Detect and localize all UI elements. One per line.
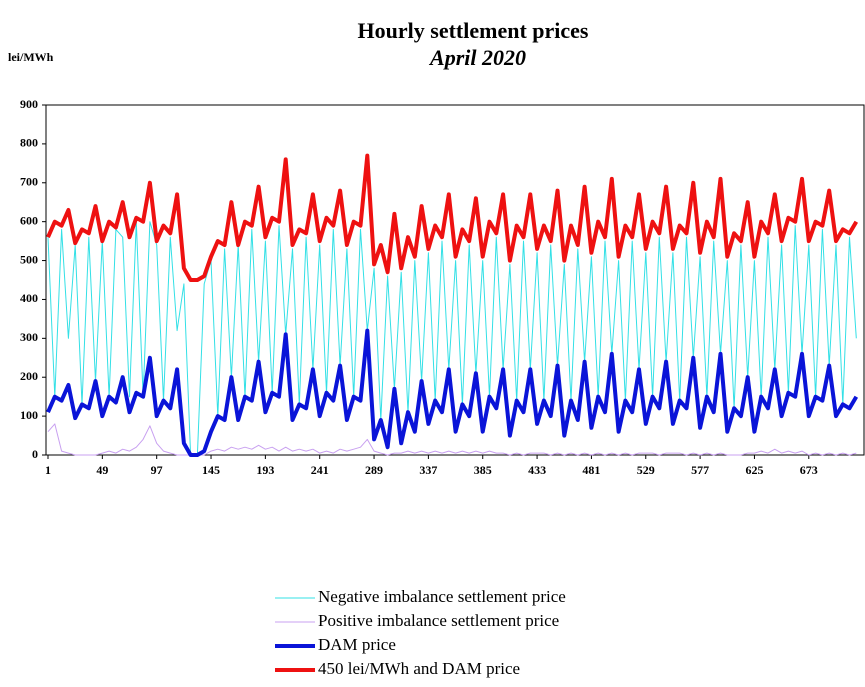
y-tick-label: 600 xyxy=(20,213,38,227)
y-tick-label: 900 xyxy=(20,97,38,111)
chart-title: Hourly settlement prices xyxy=(358,18,589,43)
y-tick-label: 800 xyxy=(20,136,38,150)
x-tick-label: 49 xyxy=(96,463,108,477)
legend-label: DAM price xyxy=(318,635,396,654)
x-tick-label: 97 xyxy=(151,463,163,477)
x-tick-label: 529 xyxy=(637,463,655,477)
series-line xyxy=(47,221,857,456)
y-tick-label: 0 xyxy=(32,447,38,461)
y-tick-label: 100 xyxy=(20,408,38,422)
y-tick-label: 400 xyxy=(20,291,38,305)
x-tick-label: 481 xyxy=(582,463,600,477)
plot-area xyxy=(45,104,865,456)
legend-label: Negative imbalance settlement price xyxy=(318,587,566,606)
legend-label: 450 lei/MWh and DAM price xyxy=(318,659,520,678)
x-tick-label: 145 xyxy=(202,463,220,477)
x-tick-label: 577 xyxy=(691,463,709,477)
x-tick-label: 433 xyxy=(528,463,546,477)
x-tick-label: 193 xyxy=(256,463,274,477)
legend-label: Positive imbalance settlement price xyxy=(318,611,559,630)
x-tick-label: 1 xyxy=(45,463,51,477)
y-tick-label: 200 xyxy=(20,369,38,383)
y-tick-label: 500 xyxy=(20,252,38,266)
x-tick-label: 625 xyxy=(745,463,763,477)
x-tick-label: 241 xyxy=(311,463,329,477)
x-tick-label: 385 xyxy=(474,463,492,477)
x-tick-label: 337 xyxy=(419,463,437,477)
x-tick-label: 289 xyxy=(365,463,383,477)
y-tick-label: 300 xyxy=(20,330,38,344)
series-line xyxy=(46,153,859,282)
chart-subtitle: April 2020 xyxy=(428,45,526,70)
series-line xyxy=(46,328,859,457)
series-line xyxy=(47,423,857,456)
y-tick-label: 700 xyxy=(20,175,38,189)
y-axis-label: lei/MWh xyxy=(8,50,54,64)
x-tick-label: 673 xyxy=(800,463,818,477)
